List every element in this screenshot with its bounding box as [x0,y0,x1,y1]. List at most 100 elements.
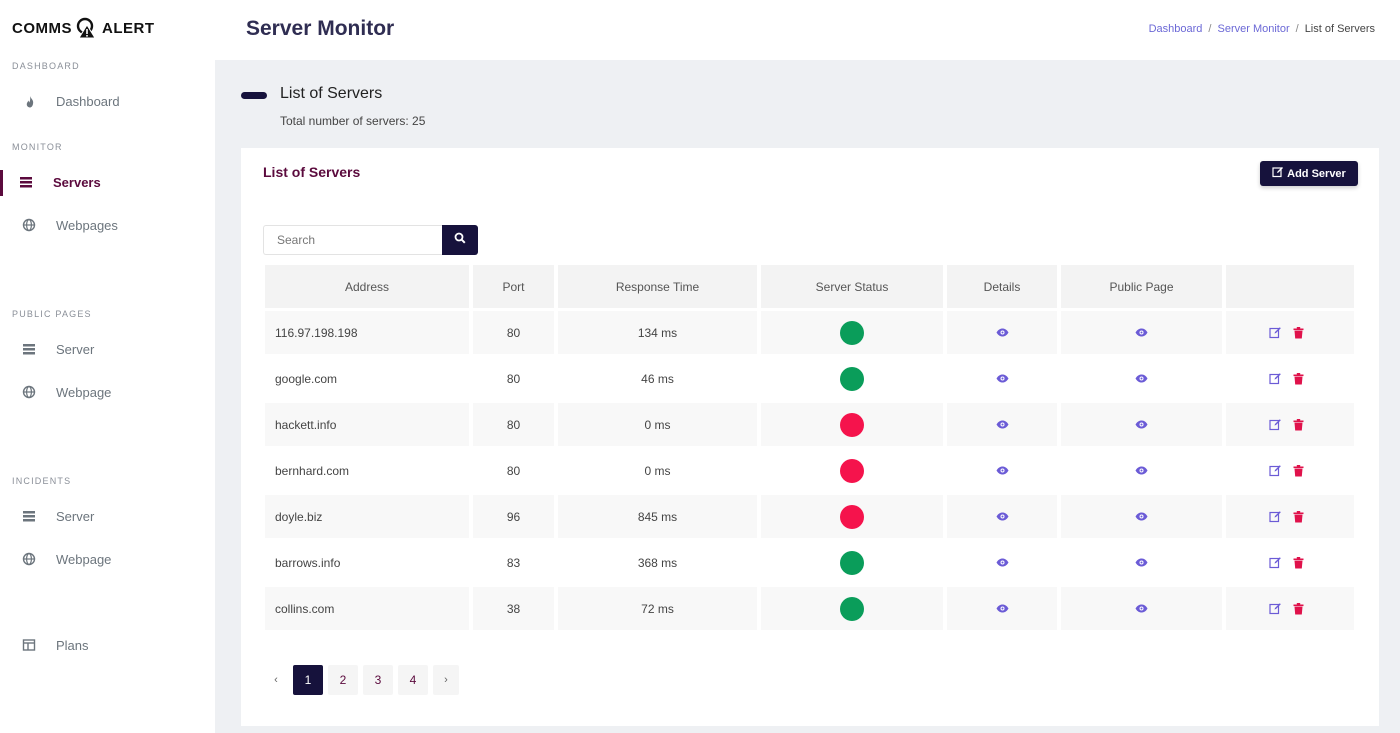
sidebar-item-label: Servers [53,175,101,190]
server-icon [22,509,38,525]
address-cell: 116.97.198.198 [265,311,469,354]
response-time-cell: 134 ms [558,311,757,354]
trash-icon[interactable] [1293,510,1304,523]
eye-icon[interactable] [1135,604,1148,613]
edit-icon[interactable] [1269,602,1282,615]
eye-icon[interactable] [996,466,1009,475]
eye-icon[interactable] [996,374,1009,383]
port-cell: 38 [473,587,554,630]
alert-logo-icon [76,17,98,39]
pagination-prev[interactable]: ‹ [274,674,278,686]
address-cell: doyle.biz [265,495,469,538]
trash-icon[interactable] [1293,464,1304,477]
eye-icon[interactable] [1135,420,1148,429]
actions-cell [1226,587,1354,630]
sidebar-item-label: Server [56,342,95,357]
column-header: Details [947,265,1057,308]
breadcrumb-current: List of Servers [1304,23,1375,35]
eye-icon[interactable] [1135,374,1148,383]
status-indicator-up [840,596,864,621]
column-header [1226,265,1354,308]
eye-icon[interactable] [996,328,1009,337]
trash-icon[interactable] [1293,372,1304,385]
pagination-page-2[interactable]: 2 [328,665,358,695]
search-button[interactable] [442,225,478,255]
search-input[interactable] [263,225,443,255]
breadcrumb-dashboard[interactable]: Dashboard [1148,23,1203,35]
breadcrumb-separator: / [1208,23,1212,35]
server-icon [22,342,38,358]
edit-icon[interactable] [1269,464,1282,477]
details-cell [947,311,1057,354]
edit-icon [1272,166,1284,181]
breadcrumb-separator: / [1295,23,1299,35]
public-page-cell [1061,403,1222,446]
sidebar-item-label: Dashboard [56,94,120,109]
breadcrumb: Dashboard / Server Monitor / List of Servers [1149,23,1375,35]
eye-icon[interactable] [1135,466,1148,475]
sidebar: COMMS ALERT DASHBOARD Dashboard MONITOR … [0,0,215,733]
address-cell: barrows.info [265,541,469,584]
sidebar-item-public-server[interactable]: Server [0,335,215,365]
pagination-page-4[interactable]: 4 [398,665,428,695]
pagination-page-3[interactable]: 3 [363,665,393,695]
actions-cell [1226,541,1354,584]
trash-icon[interactable] [1293,602,1304,615]
trash-icon[interactable] [1293,326,1304,339]
eye-icon[interactable] [1135,512,1148,521]
public-page-cell [1061,449,1222,492]
trash-icon[interactable] [1293,418,1304,431]
sidebar-item-dashboard[interactable]: Dashboard [0,87,215,117]
sidebar-item-incidents-server[interactable]: Server [0,502,215,532]
edit-icon[interactable] [1269,418,1282,431]
sidebar-item-webpages[interactable]: Webpages [0,211,215,241]
public-page-cell [1061,311,1222,354]
eye-icon[interactable] [1135,328,1148,337]
column-header: Server Status [761,265,943,308]
brand-logo[interactable]: COMMS ALERT [12,14,155,42]
edit-icon[interactable] [1269,510,1282,523]
sidebar-item-public-webpage[interactable]: Webpage [0,378,215,408]
eye-icon[interactable] [996,512,1009,521]
edit-icon[interactable] [1269,372,1282,385]
details-cell [947,587,1057,630]
eye-icon[interactable] [996,604,1009,613]
eye-icon[interactable] [996,558,1009,567]
pagination-next[interactable]: › [433,665,459,695]
add-server-button[interactable]: Add Server [1260,161,1358,186]
response-time-cell: 0 ms [558,403,757,446]
port-cell: 96 [473,495,554,538]
sidebar-item-servers[interactable]: Servers [0,168,215,198]
status-cell [761,495,943,538]
sidebar-item-label: Plans [56,638,89,653]
sidebar-item-incidents-webpage[interactable]: Webpage [0,545,215,575]
pagination-page-1[interactable]: 1 [293,665,323,695]
address-cell: collins.com [265,587,469,630]
response-time-cell: 72 ms [558,587,757,630]
column-header: Port [473,265,554,308]
add-server-label: Add Server [1287,167,1346,180]
actions-cell [1226,449,1354,492]
status-indicator-up [840,550,864,575]
public-page-cell [1061,541,1222,584]
globe-icon [22,552,38,568]
edit-icon[interactable] [1269,326,1282,339]
column-header: Public Page [1061,265,1222,308]
edit-icon[interactable] [1269,556,1282,569]
card-title: List of Servers [263,164,361,180]
port-cell: 83 [473,541,554,584]
section-dashboard: DASHBOARD [12,61,80,71]
eye-icon[interactable] [996,420,1009,429]
sidebar-item-plans[interactable]: Plans [0,631,215,661]
response-time-cell: 0 ms [558,449,757,492]
details-cell [947,357,1057,400]
eye-icon[interactable] [1135,558,1148,567]
details-cell [947,495,1057,538]
page-heading-subtitle: Total number of servers: 25 [280,114,426,128]
sidebar-item-label: Webpage [56,552,112,567]
trash-icon[interactable] [1293,556,1304,569]
status-indicator-down [840,504,864,529]
breadcrumb-server-monitor[interactable]: Server Monitor [1217,23,1290,35]
details-cell [947,403,1057,446]
search-group [263,225,478,255]
